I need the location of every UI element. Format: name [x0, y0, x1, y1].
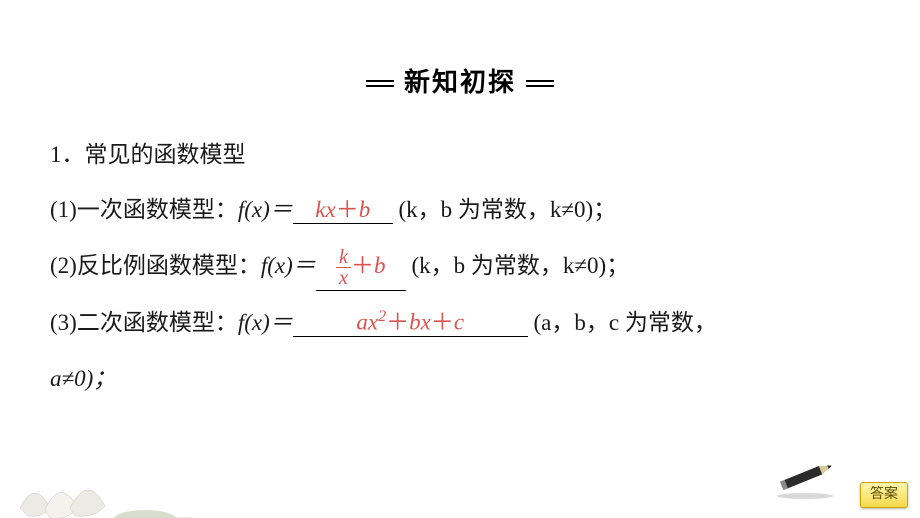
item-condition-2: a≠0)； — [50, 366, 116, 391]
item-3-cont: a≠0)； — [50, 354, 880, 405]
header-line-left — [366, 80, 394, 82]
item-index: (3) — [50, 310, 77, 335]
item-condition: (a，b，c 为常数， — [534, 310, 717, 335]
content-area: 1．常见的函数模型 (1)一次函数模型：f(x)＝kx＋b (k，b 为常数，k… — [50, 130, 880, 411]
item-name: 一次函数模型 — [77, 197, 215, 222]
colon: ： — [215, 310, 238, 335]
answer-inverse: kx＋b — [316, 247, 406, 291]
heading-line: 1．常见的函数模型 — [50, 130, 880, 181]
pencil-icon — [770, 454, 840, 500]
item-2: (2)反比例函数模型：f(x)＝kx＋b (k，b 为常数，k≠0)； — [50, 241, 880, 292]
item-condition: (k，b 为常数，k≠0)； — [412, 253, 630, 278]
heading-text: 常见的函数模型 — [85, 142, 246, 167]
fx-label: f(x)＝ — [238, 310, 293, 335]
item-3: (3)二次函数模型：f(x)＝ax2＋bx＋c (a，b，c 为常数， — [50, 298, 880, 349]
item-name: 反比例函数模型 — [77, 253, 238, 278]
answer-linear: kx＋b — [293, 198, 393, 224]
header-line-right — [526, 80, 554, 82]
section-title: 新知初探 — [404, 62, 516, 99]
item-condition: (k，b 为常数，k≠0)； — [399, 197, 617, 222]
answer-button[interactable]: 答案 — [860, 482, 908, 508]
answer-quadratic: ax2＋bx＋c — [293, 309, 528, 337]
fx-label: f(x)＝ — [238, 197, 293, 222]
colon: ： — [215, 197, 238, 222]
item-index: (2) — [50, 253, 77, 278]
fx-label: f(x)＝ — [261, 253, 316, 278]
colon: ： — [238, 253, 261, 278]
lotus-decoration — [0, 438, 220, 518]
item-index: (1) — [50, 197, 77, 222]
heading-sep: ． — [62, 142, 85, 167]
heading-number: 1 — [50, 142, 62, 167]
item-1: (1)一次函数模型：f(x)＝kx＋b (k，b 为常数，k≠0)； — [50, 185, 880, 236]
item-name: 二次函数模型 — [77, 310, 215, 335]
section-header: 新知初探 — [0, 62, 920, 99]
